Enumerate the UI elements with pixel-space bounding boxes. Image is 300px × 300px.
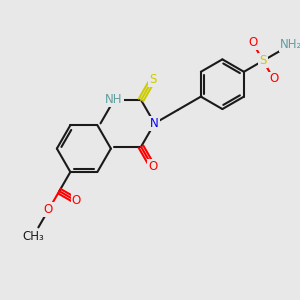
Text: S: S bbox=[149, 73, 157, 86]
Text: N: N bbox=[150, 117, 159, 130]
Text: S: S bbox=[260, 54, 267, 67]
Text: O: O bbox=[148, 160, 157, 173]
Text: O: O bbox=[269, 73, 278, 85]
Text: O: O bbox=[71, 194, 81, 207]
Text: NH₂: NH₂ bbox=[280, 38, 300, 51]
Text: CH₃: CH₃ bbox=[22, 230, 44, 242]
Text: NH: NH bbox=[105, 94, 123, 106]
Text: O: O bbox=[44, 203, 53, 216]
Text: O: O bbox=[248, 36, 257, 49]
